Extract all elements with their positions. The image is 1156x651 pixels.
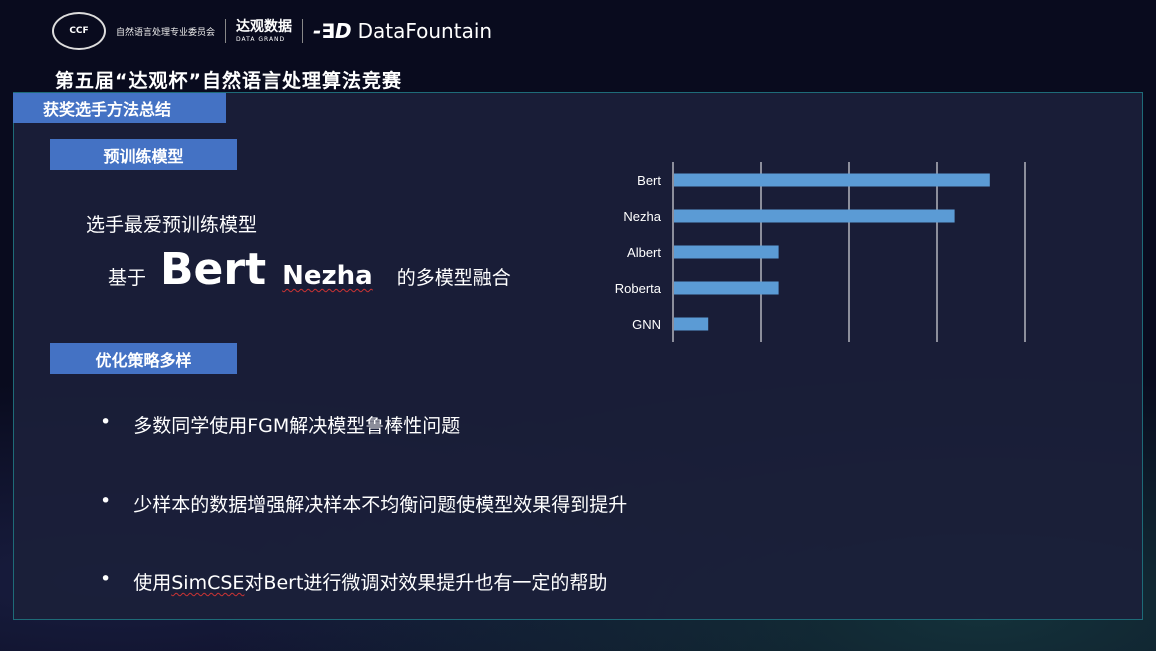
suffix-text: 的多模型融合	[396, 267, 511, 289]
bullet-dot: •	[100, 490, 112, 512]
category-label: Albert	[627, 245, 661, 260]
bullet-dot: •	[100, 411, 112, 433]
bullet-item: • 使用SimCSE对Bert进行微调对效果提升也有一定的帮助	[100, 568, 607, 595]
bullet-item: • 多数同学使用FGM解决模型鲁棒性问题	[100, 411, 460, 438]
prefix-text: 基于	[108, 267, 147, 289]
datagrand-cn: 达观数据	[236, 18, 293, 35]
bullet-text-simcse: SimCSE	[171, 572, 245, 594]
category-label: Roberta	[615, 281, 662, 296]
bar-bert	[674, 173, 990, 187]
category-label: GNN	[632, 317, 661, 332]
ccf-logo-text: CCF	[69, 26, 89, 36]
model-bert: Bert	[160, 244, 267, 295]
bullet-text-pre: 使用	[133, 572, 172, 594]
model-fusion-line: 基于 Bert Nezha 的多模型融合	[108, 244, 511, 295]
favorite-text: 选手最爱预训练模型	[86, 214, 258, 236]
datagrand-en: DATA GRAND	[236, 35, 286, 43]
section-title: 获奖选手方法总结	[13, 93, 226, 123]
header-logos: CCF 自然语言处理专业委员会 达观数据 DATA GRAND -∃D DataFo…	[52, 12, 492, 50]
datafountain-icon: -∃D	[313, 19, 352, 43]
ccf-org-name: 自然语言处理专业委员会	[116, 27, 216, 38]
category-label: Bert	[637, 173, 661, 188]
pretrain-label: 预训练模型	[50, 139, 237, 170]
bar-albert	[674, 245, 779, 259]
bullet-dot: •	[100, 568, 112, 590]
model-nezha: Nezha	[282, 261, 373, 291]
strategy-label: 优化策略多样	[50, 343, 237, 374]
bullet-item: • 少样本的数据增强解决样本不均衡问题使模型效果得到提升	[100, 490, 627, 517]
bar-nezha	[674, 209, 955, 223]
bar-roberta	[674, 281, 779, 295]
category-label: Nezha	[623, 209, 661, 224]
datafountain-logo: -∃D DataFountain	[313, 19, 492, 43]
divider	[225, 19, 227, 43]
datagrand-logo: 达观数据 DATA GRAND	[236, 20, 292, 43]
bullet-text: 少样本的数据增强解决样本不均衡问题使模型效果得到提升	[133, 494, 628, 516]
divider	[302, 19, 304, 43]
bullet-text-post: 对Bert进行微调对效果提升也有一定的帮助	[244, 572, 608, 594]
datafountain-text: DataFountain	[357, 19, 493, 43]
bullet-text: 多数同学使用FGM解决模型鲁棒性问题	[133, 415, 461, 437]
bullet-text: 使用SimCSE对Bert进行微调对效果提升也有一定的帮助	[133, 568, 607, 595]
bar-gnn	[674, 317, 709, 331]
ccf-logo: CCF	[52, 12, 106, 50]
slide-title: 第五届“达观杯”自然语言处理算法竞赛	[55, 70, 402, 92]
